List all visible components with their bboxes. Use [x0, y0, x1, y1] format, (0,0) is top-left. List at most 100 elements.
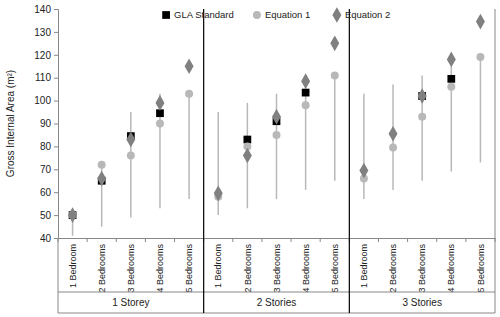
frame-line — [58, 313, 495, 314]
x-tick: 2 Bedrooms — [388, 238, 398, 293]
x-tick-label: 5 Bedrooms — [184, 244, 194, 293]
y-tick: 50 — [40, 210, 58, 221]
point — [418, 113, 426, 121]
x-tick-label: 5 Bedrooms — [330, 244, 340, 293]
y-tick-label: 50 — [40, 210, 52, 221]
frame-line — [495, 9, 496, 313]
y-tick-mark — [54, 124, 58, 125]
y-tick-mark — [54, 215, 58, 216]
legend-label: Equation 2 — [345, 9, 390, 20]
point — [447, 75, 455, 83]
group-separator — [349, 9, 350, 313]
point — [389, 126, 398, 142]
y-tick-mark — [54, 9, 58, 10]
point — [185, 90, 193, 98]
y-tick: 100 — [34, 95, 58, 106]
point — [214, 186, 223, 202]
point — [331, 71, 339, 79]
group-label: 1 Storey — [112, 297, 149, 308]
group-label: 2 Stories — [257, 297, 296, 308]
x-axis: 1 Bedroom 2 Bedrooms 3 Bedrooms 4 Bedrooms 5… — [59, 238, 496, 293]
point — [447, 83, 455, 91]
x-tick-label: 2 Bedrooms — [97, 244, 107, 293]
y-tick-mark — [54, 238, 58, 239]
point — [447, 52, 456, 68]
category-separator — [174, 238, 175, 242]
legend-symbol — [332, 7, 341, 23]
point — [68, 207, 77, 223]
y-tick-mark — [54, 55, 58, 56]
legend-symbol — [253, 11, 261, 19]
x-tick-label: 1 Bedroom — [359, 244, 369, 288]
x-tick: 4 Bedrooms — [155, 238, 165, 293]
x-tick-label: 1 Bedroom — [213, 244, 223, 288]
chart: 40 50 60 70 80 90 100 110 120 130 140 1 Bedroom 2 Be… — [0, 0, 500, 317]
point — [127, 152, 135, 160]
y-tick-label: 120 — [34, 50, 51, 61]
x-tick-label: 2 Bedrooms — [388, 244, 398, 293]
category-frame — [58, 9, 495, 313]
x-tick-label: 4 Bedrooms — [301, 244, 311, 293]
legend-label: Equation 1 — [265, 9, 310, 20]
point — [359, 163, 368, 179]
x-tick: 3 Bedrooms — [417, 238, 427, 293]
point — [243, 136, 251, 144]
x-tick-label: 4 Bedrooms — [155, 244, 165, 293]
y-axis: 40 50 60 70 80 90 100 110 120 130 140 — [34, 4, 58, 244]
group-label: 3 Stories — [402, 297, 441, 308]
x-axis-line — [59, 238, 496, 239]
y-tick-label: 60 — [40, 187, 52, 198]
y-tick: 90 — [40, 118, 58, 129]
point — [476, 53, 484, 61]
error-bar — [305, 85, 307, 190]
group-separator — [203, 9, 204, 313]
y-tick: 140 — [34, 4, 58, 15]
y-tick: 60 — [40, 187, 58, 198]
y-tick: 70 — [40, 164, 58, 175]
y-tick: 130 — [34, 27, 58, 38]
y-tick-label: 110 — [35, 72, 51, 83]
category-separator — [232, 238, 233, 242]
point — [302, 89, 310, 97]
point — [302, 101, 310, 109]
category-separator — [407, 238, 408, 242]
y-tick-label: 90 — [40, 118, 52, 129]
group-divider — [58, 292, 495, 293]
point — [476, 14, 485, 30]
point — [243, 148, 252, 164]
x-tick: 3 Bedrooms — [126, 238, 136, 293]
y-tick-label: 100 — [34, 95, 51, 106]
y-tick-label: 130 — [34, 27, 51, 38]
point — [389, 144, 397, 152]
point — [97, 171, 106, 187]
y-tick-label: 70 — [40, 164, 52, 175]
x-tick: 1 Bedroom — [359, 238, 369, 288]
legend: GLA Standard Equation 1 Equation 2 — [162, 7, 390, 23]
legend-label: GLA Standard — [174, 9, 234, 20]
legend-item: Equation 2 — [332, 7, 390, 23]
x-tick: 5 Bedrooms — [476, 238, 486, 293]
x-tick: 2 Bedrooms — [97, 238, 107, 293]
y-tick-label: 140 — [34, 4, 51, 15]
point — [273, 131, 281, 139]
x-tick-label: 3 Bedrooms — [417, 244, 427, 293]
legend-item: Equation 1 — [253, 9, 310, 20]
category-separator — [261, 238, 262, 242]
x-tick-label: 5 Bedrooms — [476, 244, 486, 293]
y-tick-label: 40 — [40, 233, 52, 244]
marks — [68, 14, 485, 236]
x-tick-label: 4 Bedrooms — [446, 244, 456, 293]
x-tick: 3 Bedrooms — [272, 238, 282, 293]
category-separator — [116, 238, 117, 242]
error-bar — [480, 57, 482, 162]
y-tick: 110 — [35, 72, 58, 83]
category-separator — [465, 238, 466, 242]
point — [418, 88, 427, 104]
legend-item: GLA Standard — [162, 9, 234, 20]
plot: 40 50 60 70 80 90 100 110 120 130 140 1 Bedroom 2 Be… — [34, 4, 495, 313]
y-tick-mark — [54, 169, 58, 170]
y-tick: 80 — [40, 141, 58, 152]
category-separator — [378, 238, 379, 242]
y-tick: 40 — [40, 233, 58, 244]
point — [301, 73, 310, 89]
